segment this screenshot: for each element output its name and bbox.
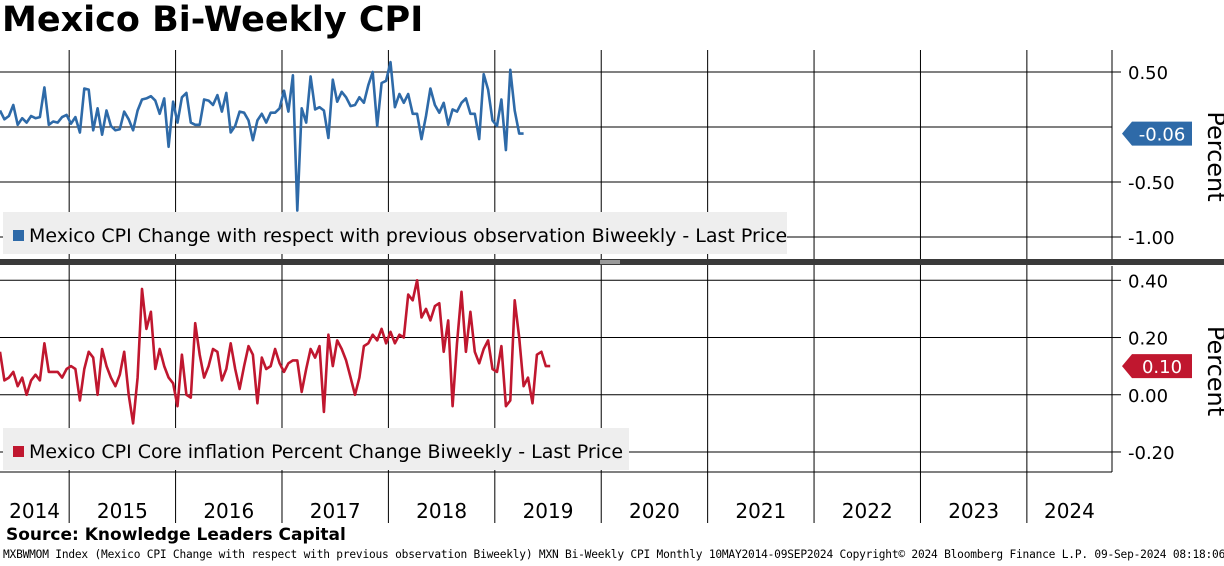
page-title: Mexico Bi-Weekly CPI [2, 0, 424, 40]
headline-last-price-tag [1122, 121, 1192, 146]
headline-legend-label: Mexico CPI Change with respect with prev… [29, 225, 787, 247]
x-year-label: 2020 [629, 499, 680, 523]
y-axis-title: Percent [1202, 111, 1224, 201]
core-legend-swatch [13, 446, 24, 457]
x-year-label: 2021 [735, 499, 786, 523]
x-year-label: 2017 [310, 499, 361, 523]
headline-legend-swatch [13, 230, 24, 241]
footer-note: MXBWMOM Index (Mexico CPI Change with re… [3, 548, 1224, 561]
core-last-price-label: 0.10 [1142, 357, 1182, 378]
y-tick-label: -1.00 [1128, 228, 1175, 249]
separator-handle [600, 260, 620, 264]
x-year-label: 2024 [1044, 499, 1095, 523]
y-tick-label: 0.40 [1128, 271, 1168, 292]
core-legend-label: Mexico CPI Core inflation Percent Change… [29, 441, 623, 463]
x-year-label: 2018 [416, 499, 467, 523]
y-tick-label: 0.00 [1128, 386, 1168, 407]
x-year-label: 2023 [948, 499, 999, 523]
core-legend-box [3, 428, 629, 470]
core-series-line [0, 278, 551, 425]
core-last-price-tag [1122, 354, 1192, 379]
y-tick-label: 0.50 [1128, 63, 1168, 84]
x-year-label: 2022 [842, 499, 893, 523]
headline-legend-box [3, 212, 787, 254]
source-label: Source: Knowledge Leaders Capital [6, 525, 346, 545]
x-year-label: 2019 [523, 499, 574, 523]
headline-last-price-label: -0.06 [1139, 125, 1186, 146]
y-tick-label: -0.20 [1128, 443, 1175, 464]
x-year-label: 2016 [203, 499, 254, 523]
y-tick-label: -0.50 [1128, 173, 1175, 194]
headline-series-line [0, 60, 524, 212]
y-axis-title: Percent [1202, 326, 1224, 416]
x-year-label: 2015 [97, 499, 148, 523]
y-tick-label: 0.20 [1128, 329, 1168, 350]
x-year-label: 2014 [9, 499, 60, 523]
